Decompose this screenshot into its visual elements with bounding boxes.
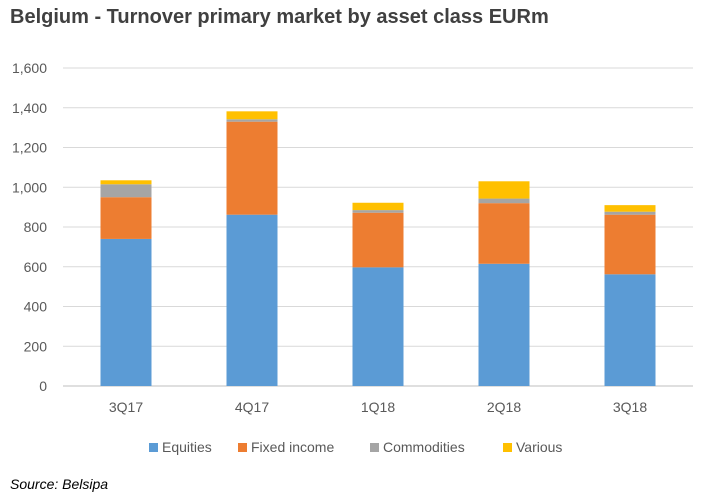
bar-segment — [478, 263, 530, 386]
x-tick-label: 4Q17 — [235, 399, 269, 415]
bar-segment — [226, 111, 278, 120]
y-tick-label: 1,600 — [12, 60, 47, 76]
bar-segment — [478, 198, 530, 204]
y-tick-label: 1,000 — [12, 179, 47, 195]
x-tick-label: 3Q18 — [613, 399, 647, 415]
legend-swatch — [370, 443, 379, 452]
chart-title: Belgium - Turnover primary market by ass… — [10, 6, 549, 28]
legend-label: Various — [516, 439, 562, 455]
x-tick-label: 3Q17 — [109, 399, 143, 415]
y-tick-label: 1,200 — [12, 140, 47, 156]
bar-segment — [352, 212, 404, 268]
bar-segment — [226, 121, 278, 215]
legend-swatch — [149, 443, 158, 452]
legend: Equities Fixed income Commodities Various — [149, 439, 562, 455]
legend-swatch — [503, 443, 512, 452]
bar-segment — [604, 214, 656, 275]
source-note: Source: Belsipa — [10, 476, 109, 492]
legend-label: Fixed income — [251, 439, 334, 455]
bar-segment — [100, 197, 152, 239]
x-axis: 3Q17 4Q17 1Q18 2Q18 3Q18 — [109, 399, 647, 415]
bar-segment — [604, 211, 656, 215]
bar-segment — [352, 267, 404, 386]
legend-swatch — [238, 443, 247, 452]
bar-segment — [478, 203, 530, 264]
y-tick-label: 0 — [39, 378, 47, 394]
bar-segment — [100, 238, 152, 386]
bar-segment — [478, 181, 530, 199]
y-tick-label: 1,400 — [12, 100, 47, 116]
bar-segment — [352, 210, 404, 213]
bar-segment — [100, 184, 152, 198]
bar-segment — [352, 202, 404, 211]
bar-segment — [604, 274, 656, 386]
y-tick-label: 400 — [24, 299, 48, 315]
y-tick-label: 200 — [24, 338, 48, 354]
y-tick-label: 800 — [24, 219, 48, 235]
legend-label: Equities — [162, 439, 212, 455]
bar-segment — [226, 119, 278, 122]
bars — [100, 111, 656, 386]
bar-segment — [100, 180, 152, 185]
x-tick-label: 1Q18 — [361, 399, 395, 415]
y-axis: 0 200 400 600 800 1,000 1,200 1,400 1,600 — [12, 60, 47, 394]
bar-segment — [226, 214, 278, 386]
x-tick-label: 2Q18 — [487, 399, 521, 415]
legend-label: Commodities — [383, 439, 465, 455]
bar-segment — [604, 205, 656, 212]
y-tick-label: 600 — [24, 259, 48, 275]
